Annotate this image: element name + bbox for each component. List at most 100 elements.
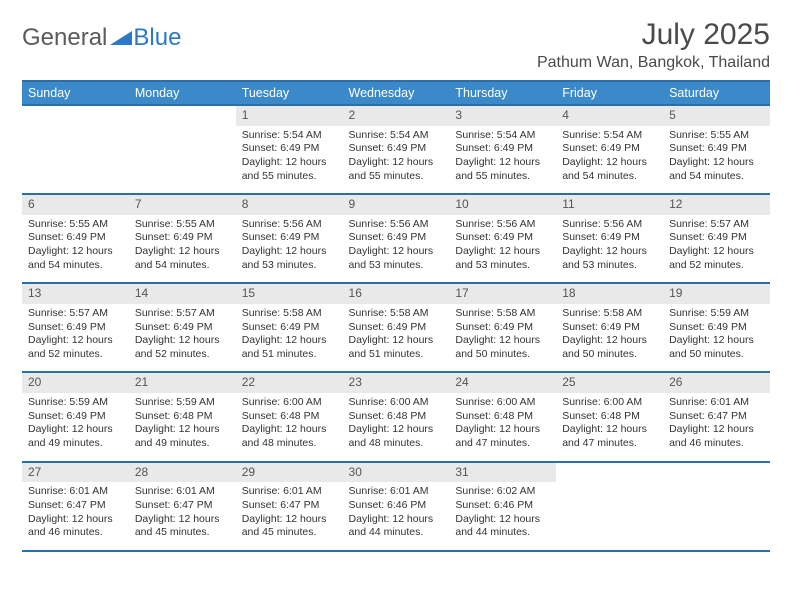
sunset-line: Sunset: 6:48 PM [349,410,444,424]
daylight-line: Daylight: 12 hours and 45 minutes. [135,513,230,540]
sunset-line: Sunset: 6:49 PM [669,231,764,245]
day-body: Sunrise: 5:55 AMSunset: 6:49 PMDaylight:… [129,215,236,283]
daylight-line: Daylight: 12 hours and 52 minutes. [669,245,764,272]
sunrise-line: Sunrise: 5:55 AM [28,218,123,232]
sunrise-line: Sunrise: 6:01 AM [349,485,444,499]
day-number: 7 [129,195,236,215]
calendar-cell [556,462,663,551]
daylight-line: Daylight: 12 hours and 44 minutes. [455,513,550,540]
calendar-cell: 28Sunrise: 6:01 AMSunset: 6:47 PMDayligh… [129,462,236,551]
calendar-cell: 3Sunrise: 5:54 AMSunset: 6:49 PMDaylight… [449,105,556,194]
calendar-cell: 11Sunrise: 5:56 AMSunset: 6:49 PMDayligh… [556,194,663,283]
calendar-cell: 17Sunrise: 5:58 AMSunset: 6:49 PMDayligh… [449,283,556,372]
calendar-cell [129,105,236,194]
sunrise-line: Sunrise: 5:58 AM [455,307,550,321]
calendar-cell: 21Sunrise: 5:59 AMSunset: 6:48 PMDayligh… [129,372,236,461]
daylight-line: Daylight: 12 hours and 45 minutes. [242,513,337,540]
day-number: 22 [236,373,343,393]
day-number: 16 [343,284,450,304]
sunrise-line: Sunrise: 5:57 AM [28,307,123,321]
day-number: 11 [556,195,663,215]
daylight-line: Daylight: 12 hours and 55 minutes. [455,156,550,183]
calendar-cell: 5Sunrise: 5:55 AMSunset: 6:49 PMDaylight… [663,105,770,194]
logo: General Blue [22,18,181,52]
sunset-line: Sunset: 6:49 PM [135,231,230,245]
sunset-line: Sunset: 6:47 PM [28,499,123,513]
daylight-line: Daylight: 12 hours and 53 minutes. [349,245,444,272]
sunset-line: Sunset: 6:49 PM [669,321,764,335]
day-body: Sunrise: 5:59 AMSunset: 6:49 PMDaylight:… [663,304,770,372]
sunset-line: Sunset: 6:49 PM [242,321,337,335]
daylight-line: Daylight: 12 hours and 51 minutes. [242,334,337,361]
calendar-cell: 14Sunrise: 5:57 AMSunset: 6:49 PMDayligh… [129,283,236,372]
day-number: 13 [22,284,129,304]
sunrise-line: Sunrise: 5:59 AM [28,396,123,410]
daylight-line: Daylight: 12 hours and 54 minutes. [562,156,657,183]
day-body: Sunrise: 5:58 AMSunset: 6:49 PMDaylight:… [236,304,343,372]
sunset-line: Sunset: 6:49 PM [242,231,337,245]
calendar-cell: 20Sunrise: 5:59 AMSunset: 6:49 PMDayligh… [22,372,129,461]
sunrise-line: Sunrise: 5:55 AM [669,129,764,143]
calendar-row: 13Sunrise: 5:57 AMSunset: 6:49 PMDayligh… [22,283,770,372]
day-number: 31 [449,463,556,483]
day-body: Sunrise: 5:54 AMSunset: 6:49 PMDaylight:… [343,126,450,194]
logo-text-general: General [22,24,107,52]
calendar-cell: 7Sunrise: 5:55 AMSunset: 6:49 PMDaylight… [129,194,236,283]
day-number: 4 [556,106,663,126]
sunset-line: Sunset: 6:49 PM [455,231,550,245]
sunset-line: Sunset: 6:48 PM [562,410,657,424]
sunset-line: Sunset: 6:49 PM [28,410,123,424]
sunset-line: Sunset: 6:49 PM [669,142,764,156]
sunset-line: Sunset: 6:49 PM [455,142,550,156]
title-block: July 2025 Pathum Wan, Bangkok, Thailand [537,18,770,72]
day-number: 30 [343,463,450,483]
daylight-line: Daylight: 12 hours and 52 minutes. [135,334,230,361]
sunrise-line: Sunrise: 6:01 AM [135,485,230,499]
sunset-line: Sunset: 6:46 PM [455,499,550,513]
sunset-line: Sunset: 6:49 PM [28,321,123,335]
sunset-line: Sunset: 6:49 PM [349,142,444,156]
sunrise-line: Sunrise: 6:02 AM [455,485,550,499]
weekday-header: Friday [556,81,663,105]
daylight-line: Daylight: 12 hours and 50 minutes. [669,334,764,361]
weekday-header: Monday [129,81,236,105]
sunset-line: Sunset: 6:47 PM [669,410,764,424]
sunset-line: Sunset: 6:49 PM [349,321,444,335]
daylight-line: Daylight: 12 hours and 50 minutes. [562,334,657,361]
sunset-line: Sunset: 6:49 PM [562,142,657,156]
sunset-line: Sunset: 6:49 PM [135,321,230,335]
weekday-header: Thursday [449,81,556,105]
day-body: Sunrise: 5:58 AMSunset: 6:49 PMDaylight:… [556,304,663,372]
day-body: Sunrise: 5:59 AMSunset: 6:48 PMDaylight:… [129,393,236,461]
day-number: 27 [22,463,129,483]
calendar-cell: 19Sunrise: 5:59 AMSunset: 6:49 PMDayligh… [663,283,770,372]
calendar-cell: 9Sunrise: 5:56 AMSunset: 6:49 PMDaylight… [343,194,450,283]
daylight-line: Daylight: 12 hours and 44 minutes. [349,513,444,540]
day-body: Sunrise: 6:00 AMSunset: 6:48 PMDaylight:… [556,393,663,461]
day-body: Sunrise: 6:01 AMSunset: 6:47 PMDaylight:… [129,482,236,550]
day-body: Sunrise: 5:55 AMSunset: 6:49 PMDaylight:… [22,215,129,283]
sunrise-line: Sunrise: 5:56 AM [349,218,444,232]
daylight-line: Daylight: 12 hours and 49 minutes. [135,423,230,450]
daylight-line: Daylight: 12 hours and 53 minutes. [562,245,657,272]
calendar-cell: 27Sunrise: 6:01 AMSunset: 6:47 PMDayligh… [22,462,129,551]
logo-triangle-icon [110,24,132,52]
day-number: 2 [343,106,450,126]
sunrise-line: Sunrise: 5:58 AM [242,307,337,321]
calendar-cell: 22Sunrise: 6:00 AMSunset: 6:48 PMDayligh… [236,372,343,461]
day-body: Sunrise: 6:01 AMSunset: 6:47 PMDaylight:… [22,482,129,550]
daylight-line: Daylight: 12 hours and 46 minutes. [669,423,764,450]
sunset-line: Sunset: 6:46 PM [349,499,444,513]
daylight-line: Daylight: 12 hours and 46 minutes. [28,513,123,540]
day-number: 1 [236,106,343,126]
day-number: 25 [556,373,663,393]
day-number: 10 [449,195,556,215]
page-title: July 2025 [537,18,770,52]
sunrise-line: Sunrise: 6:01 AM [28,485,123,499]
day-body: Sunrise: 5:56 AMSunset: 6:49 PMDaylight:… [449,215,556,283]
day-number: 15 [236,284,343,304]
sunrise-line: Sunrise: 5:54 AM [349,129,444,143]
day-number: 28 [129,463,236,483]
day-number: 29 [236,463,343,483]
day-body: Sunrise: 5:54 AMSunset: 6:49 PMDaylight:… [236,126,343,194]
